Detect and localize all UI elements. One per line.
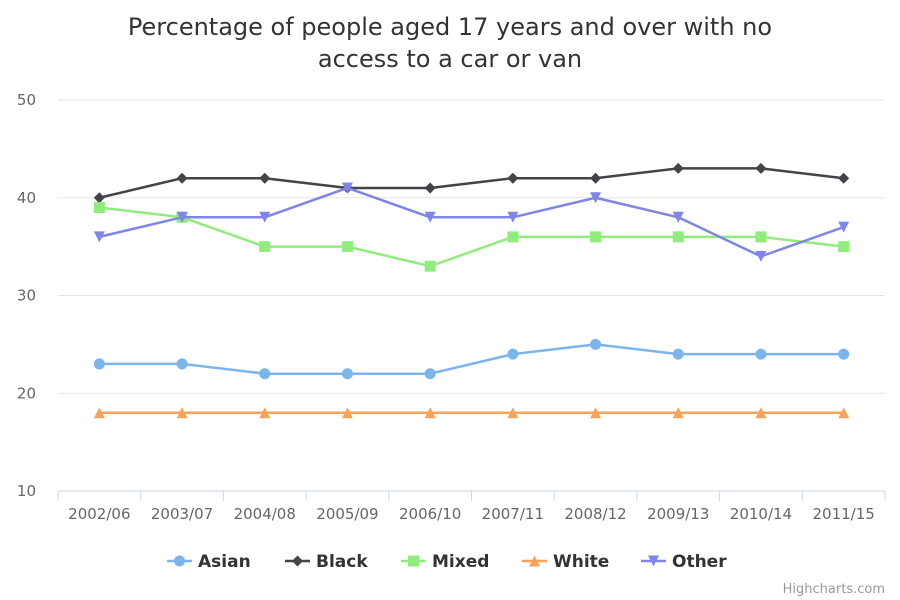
data-point-white[interactable] [590,407,602,419]
data-point-black[interactable] [93,192,105,204]
data-point-other[interactable] [176,211,188,223]
data-point-asian[interactable] [507,348,519,360]
data-point-asian[interactable] [341,368,353,380]
series-line-other [98,186,845,258]
x-tick-label: 2009/13 [647,505,709,523]
legend-item-asian[interactable]: Asian [167,552,251,572]
series-group [93,162,850,419]
data-point-mixed[interactable] [507,231,519,243]
x-tick-label: 2002/06 [68,505,130,523]
data-point-other[interactable] [341,182,353,194]
data-point-white[interactable] [176,407,188,419]
credits-link[interactable]: Highcharts.com [783,582,885,597]
data-point-white[interactable] [755,407,767,419]
data-point-asian[interactable] [838,348,850,360]
data-point-mixed[interactable] [259,241,271,253]
data-point-mixed[interactable] [341,241,353,253]
legend-marker-mixed [408,555,419,567]
data-point-white[interactable] [672,407,684,419]
chart-title-line-2: access to a car or van [318,45,582,73]
data-point-other[interactable] [755,250,767,262]
legend: Asian Black Mixed White Other [167,552,727,572]
legend-label-white: White [553,552,609,572]
data-point-black[interactable] [176,172,188,184]
data-point-mixed[interactable] [590,231,602,243]
data-point-white[interactable] [341,407,353,419]
data-point-white[interactable] [507,407,519,419]
data-point-mixed[interactable] [424,260,436,272]
x-tick-label: 2008/12 [564,505,626,523]
y-tick-label: 50 [17,91,36,109]
x-tick-label: 2003/07 [151,505,213,523]
series-other [93,182,850,262]
x-tick-label: 2004/08 [234,505,296,523]
data-point-other[interactable] [424,211,436,223]
data-point-mixed[interactable] [838,241,850,253]
data-point-other[interactable] [590,192,602,204]
legend-item-mixed[interactable]: Mixed [401,552,489,572]
legend-label-black: Black [316,552,368,572]
series-line-black [98,167,845,199]
data-point-white[interactable] [424,407,436,419]
data-point-black[interactable] [755,162,767,174]
y-tick-label: 30 [17,287,36,305]
legend-marker-white [529,555,540,567]
legend-label-asian: Asian [198,552,251,572]
data-point-other[interactable] [93,231,105,243]
data-point-other[interactable] [838,221,850,233]
legend-marker-black [292,555,303,567]
series-white [93,407,850,419]
data-point-asian[interactable] [176,358,188,370]
chart-title-line-1: Percentage of people aged 17 years and o… [128,13,772,41]
x-axis: 2002/06 2003/07 2004/08 2005/09 2006/10 2007/… [57,490,886,523]
x-tick-label: 2006/10 [399,505,461,523]
data-point-asian[interactable] [259,368,271,380]
data-point-white[interactable] [838,407,850,419]
data-point-asian[interactable] [672,348,684,360]
y-tick-label: 40 [17,189,36,207]
legend-marker-other [648,555,659,567]
series-mixed [93,202,850,272]
x-tick-label: 2011/15 [812,505,874,523]
series-line-asian [98,343,845,375]
data-point-mixed[interactable] [755,231,767,243]
y-tick-label: 10 [17,482,36,500]
legend-item-other[interactable]: Other [641,552,727,572]
grid-lines [58,99,885,394]
chart-title: Percentage of people aged 17 years and o… [128,13,772,73]
data-point-asian[interactable] [755,348,767,360]
data-point-white[interactable] [259,407,271,419]
data-point-mixed[interactable] [672,231,684,243]
data-point-black[interactable] [838,172,850,184]
legend-marker-asian [174,555,185,567]
data-point-other[interactable] [507,211,519,223]
x-tick-label: 2007/11 [482,505,544,523]
legend-label-mixed: Mixed [432,552,489,572]
data-point-mixed[interactable] [93,202,105,214]
data-point-other[interactable] [259,211,271,223]
x-tick-label: 2010/14 [730,505,792,523]
data-point-black[interactable] [424,182,436,194]
series-black [93,162,850,204]
data-point-asian[interactable] [590,338,602,350]
data-point-black[interactable] [259,172,271,184]
data-point-black[interactable] [672,162,684,174]
y-axis: 10 20 30 40 50 [17,91,36,500]
data-point-black[interactable] [507,172,519,184]
data-point-black[interactable] [590,172,602,184]
legend-item-black[interactable]: Black [285,552,368,572]
legend-label-other: Other [672,552,727,572]
data-point-other[interactable] [672,211,684,223]
data-point-asian[interactable] [93,358,105,370]
series-asian [93,338,850,380]
data-point-asian[interactable] [424,368,436,380]
legend-item-white[interactable]: White [522,552,609,572]
y-tick-label: 20 [17,384,36,402]
data-point-white[interactable] [93,407,105,419]
x-tick-label: 2005/09 [316,505,378,523]
